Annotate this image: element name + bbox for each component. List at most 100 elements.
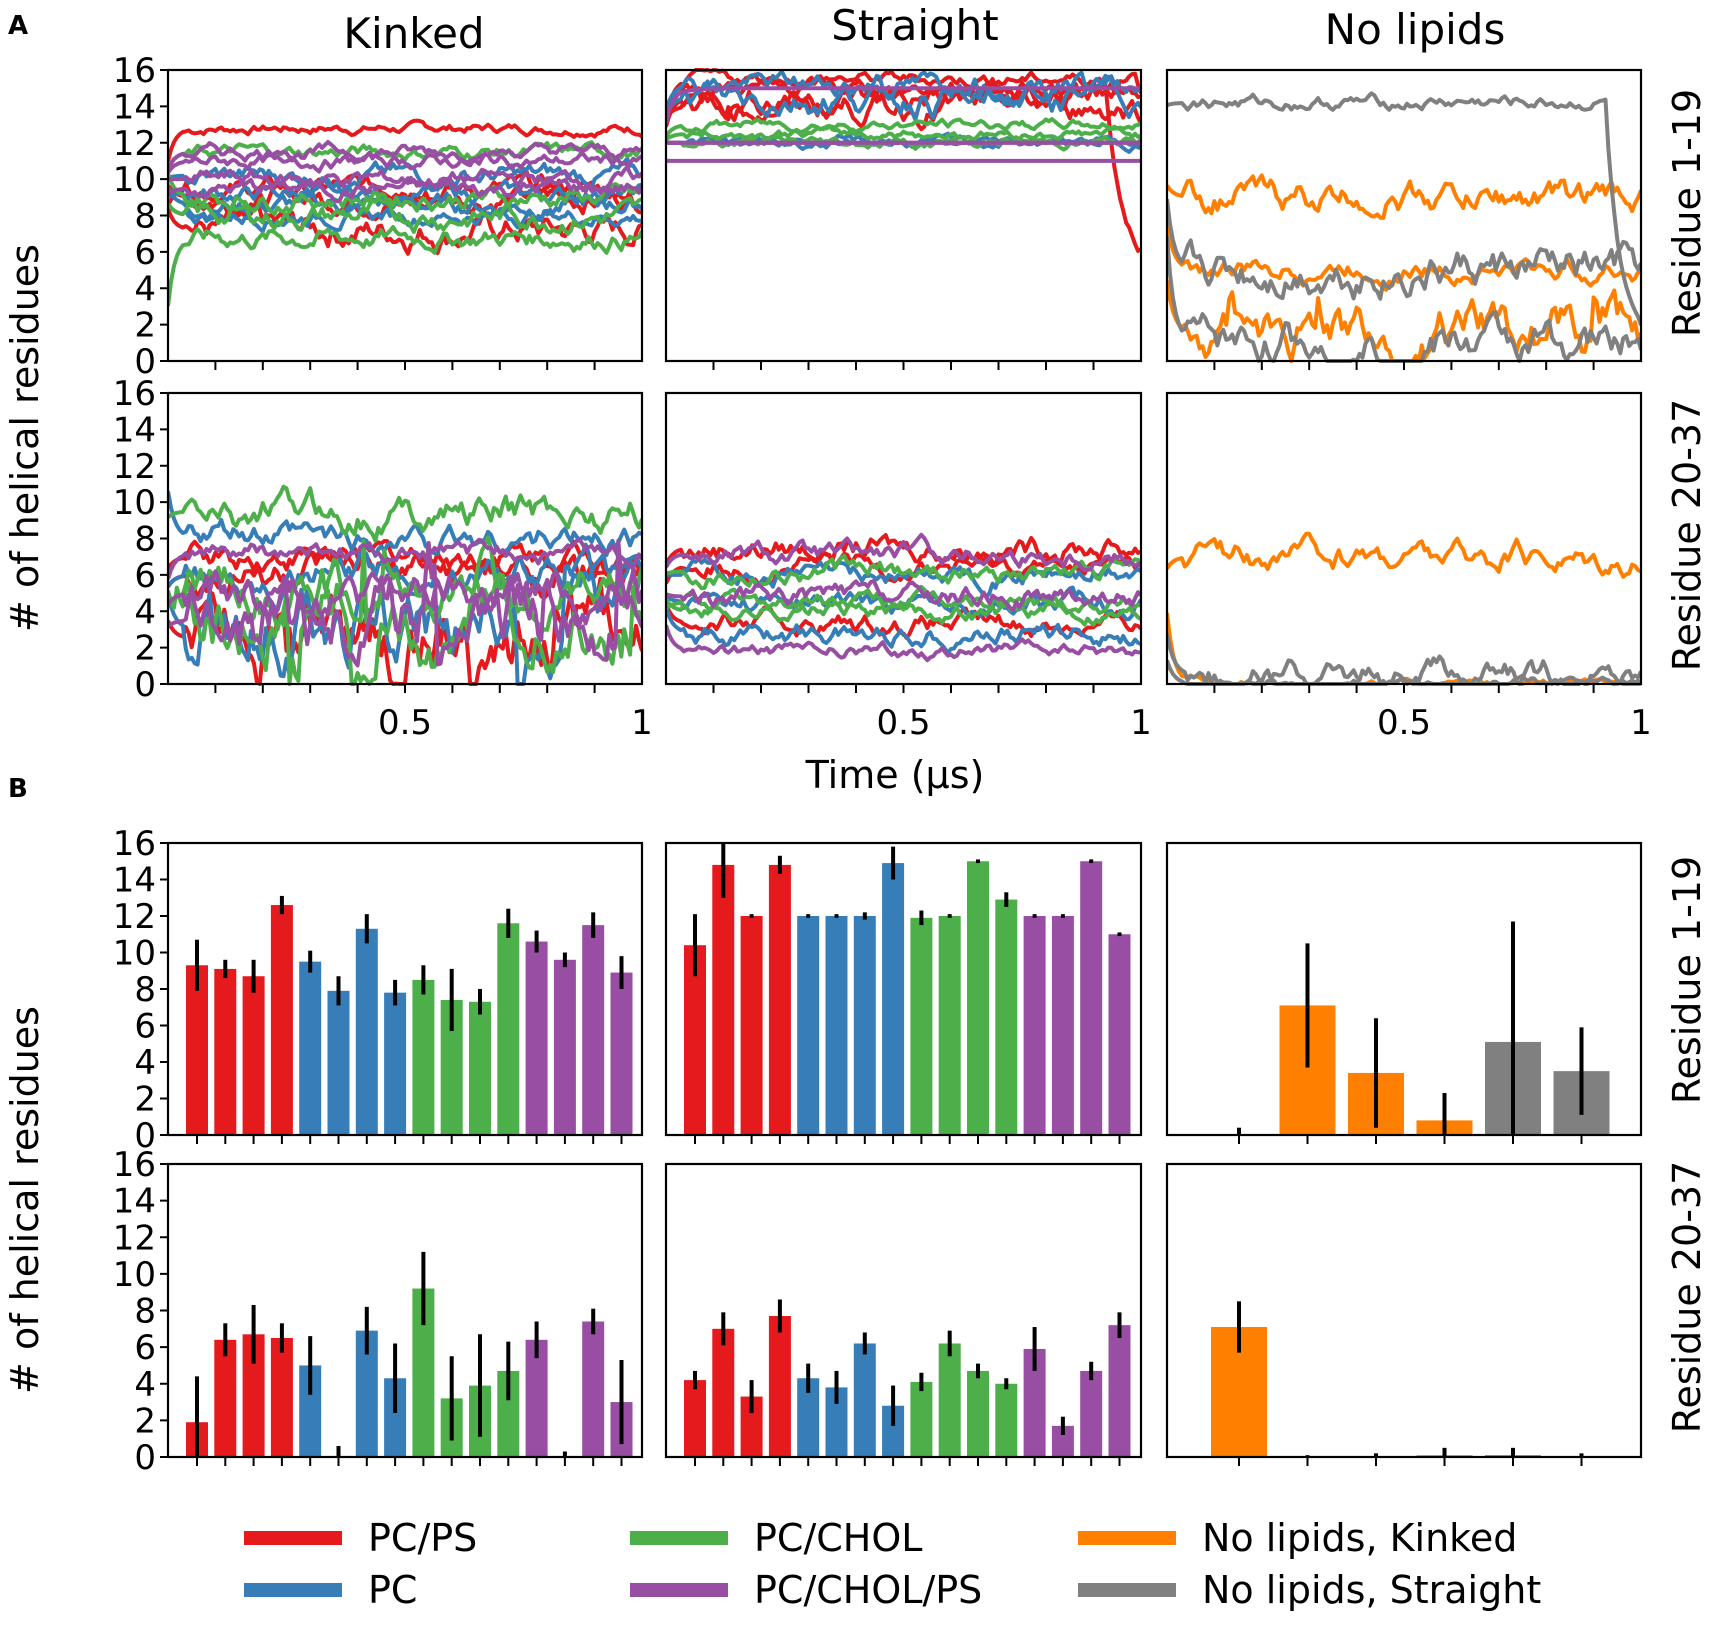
bar [186,965,208,1135]
bar [582,925,605,1135]
series-line [1167,531,1641,579]
bar [384,1378,407,1457]
bar [355,1330,378,1457]
a-r0-c0-ytick-label: 0 [134,342,156,382]
bar [768,864,791,1135]
row-title-b-1: Residue 1-19 [1665,856,1709,1104]
series-line [1167,198,1641,301]
series-line [168,118,642,162]
b-r1-c0-ytick-label: 16 [113,1145,156,1185]
b-r0-c0-ytick-label: 16 [113,824,156,864]
bar [825,1387,848,1457]
b-r1-c0-ytick-label: 2 [134,1401,156,1441]
bar [469,1001,491,1135]
bar [712,864,735,1135]
bar [525,1339,548,1457]
series-line [168,538,642,668]
a-r1-c1-xtick-label: 1 [1130,703,1152,743]
bar [967,861,989,1135]
b-r0-c2-frame [1165,841,1643,1137]
b-r0-c0-ytick-label: 8 [134,970,156,1010]
a-r1-c2-xtick-label: 0.5 [1377,703,1431,743]
series-line [168,140,642,171]
bar [995,899,1018,1135]
series-line [666,68,1141,253]
bar [412,1288,435,1457]
a-r0-c0-ytick-label: 4 [134,269,156,309]
series-line [666,606,1141,655]
series-line [666,77,1141,132]
bar [242,1334,265,1457]
legend-label: No lipids, Kinked [1202,1516,1517,1560]
bar [910,917,933,1135]
series-line [666,584,1141,615]
bar [355,928,378,1135]
a-r1-c0-ytick-label: 12 [113,447,156,487]
bar [910,1381,933,1457]
series-line [666,553,1141,591]
b-r1-c0-ytick-label: 12 [113,1218,156,1258]
series-line [168,176,642,204]
row-title-a-2: Residue 20-37 [1665,399,1709,672]
a-r0-c0-ytick-label: 12 [113,124,156,164]
legend-label: No lipids, Straight [1202,1568,1541,1612]
bar [270,1337,293,1457]
a-r0-c0-ytick-label: 14 [113,87,156,127]
series-line [666,117,1141,138]
a-r1-c0-ytick-label: 10 [113,483,156,523]
series-line [168,490,642,558]
series-line [168,535,642,686]
a-r1-c1-frame [664,391,1143,686]
a-r1-c0-xtick-label: 1 [631,703,653,743]
bar [610,972,633,1135]
series-line [168,173,642,216]
series-line [168,484,642,543]
a-r1-c0-ytick-label: 2 [134,629,156,669]
b-r0-c1-frame [664,841,1143,1137]
a-r0-c0-ytick-label: 10 [113,160,156,200]
b-r0-c0-ytick-label: 6 [134,1007,156,1047]
bar [938,1343,961,1457]
a-r1-c0-ytick-label: 0 [134,665,156,705]
bar [740,916,763,1135]
b-r1-c0-ytick-label: 14 [113,1182,156,1222]
bar [768,1315,791,1457]
series-line [1167,173,1641,220]
bar [712,1328,735,1457]
bar [882,863,905,1135]
column-title-no-lipids: No lipids [1325,5,1506,54]
bar [497,923,520,1135]
bar [1023,916,1046,1135]
bar [214,1339,237,1457]
b-r1-c2-frame [1165,1162,1643,1459]
series-line [1167,91,1641,326]
bar [553,959,576,1135]
bar [797,916,820,1135]
legend: PC/PS PC PC/CHOL PC/CHOL/PS No lipids, Kinke… [244,1516,1541,1612]
row-title-b-2: Residue 20-37 [1665,1161,1709,1434]
bar [797,1378,820,1457]
bar [1108,934,1131,1135]
bar [242,976,265,1135]
bar [384,992,407,1135]
bar [270,905,293,1135]
a-r1-c0-ytick-label: 14 [113,410,156,450]
bar [1080,861,1103,1135]
ylabel-b: # of helical residues [3,1006,47,1394]
bar [1108,1325,1131,1457]
bar [440,999,463,1135]
bar [995,1383,1018,1457]
bar [497,1370,520,1457]
a-r1-c2-xtick-label: 1 [1630,703,1652,743]
b-r0-c0-ytick-label: 10 [113,934,156,974]
bar [214,968,237,1135]
b-r1-c0-ytick-label: 8 [134,1292,156,1332]
b-r1-c0-ytick-label: 10 [113,1255,156,1295]
legend-label: PC/PS [368,1516,477,1560]
bar [938,916,961,1135]
a-r1-c0-xtick-label: 0.5 [378,703,432,743]
bar [967,1370,989,1457]
ylabel-a: # of helical residues [3,244,47,632]
